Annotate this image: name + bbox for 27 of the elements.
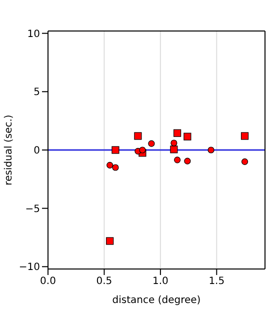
y-tick-label: 10 bbox=[27, 28, 40, 40]
point bbox=[112, 164, 119, 171]
y-tick-label: 0 bbox=[34, 146, 40, 157]
point bbox=[139, 146, 146, 154]
x-tick-label: 1.5 bbox=[208, 276, 225, 288]
point bbox=[170, 146, 178, 154]
y-tick-label: −5 bbox=[25, 204, 40, 215]
point bbox=[184, 158, 191, 164]
point bbox=[174, 156, 181, 164]
x-tick-label: 0.0 bbox=[40, 276, 56, 288]
point bbox=[241, 158, 248, 165]
y-tick-label: 5 bbox=[34, 87, 40, 98]
point bbox=[240, 132, 249, 140]
point bbox=[134, 132, 142, 140]
point bbox=[112, 146, 120, 154]
x-tick-label: 0.5 bbox=[96, 276, 112, 288]
y-tick-label: −10 bbox=[18, 262, 40, 274]
y-axis-title: residual (sec.) bbox=[4, 114, 15, 186]
point bbox=[148, 140, 155, 147]
point bbox=[208, 146, 214, 154]
point bbox=[170, 140, 178, 146]
x-tick-label: 1.0 bbox=[152, 276, 168, 288]
point bbox=[184, 132, 192, 140]
point bbox=[106, 237, 114, 245]
point bbox=[174, 129, 182, 137]
point bbox=[106, 162, 114, 168]
x-axis-title: distance (degree) bbox=[112, 295, 201, 306]
